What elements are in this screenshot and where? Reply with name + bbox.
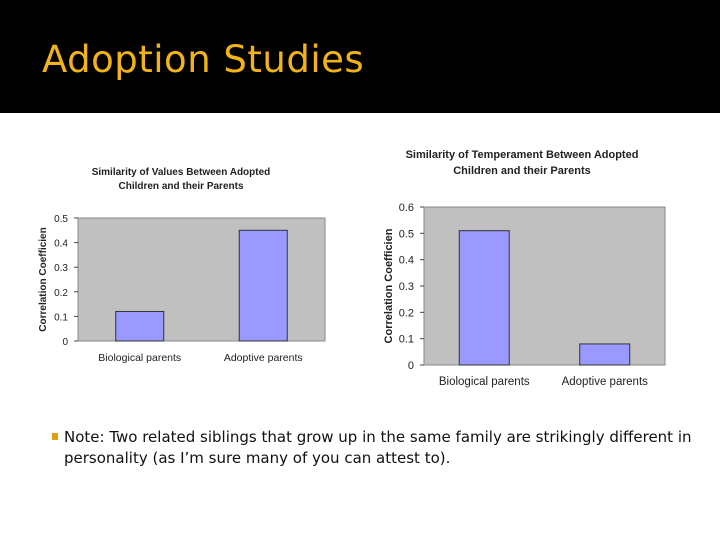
x-category-label: Biological parents: [98, 352, 181, 364]
y-axis-label: Correlation Coefficien: [38, 227, 49, 331]
chart-title-line: Children and their Parents: [118, 181, 243, 192]
values-chart-svg: Similarity of Values Between Adopted Chil…: [38, 167, 326, 364]
note: Note: Two related siblings that grow up …: [52, 427, 714, 469]
y-tick-label: 0.4: [54, 239, 68, 250]
temperament-chart-svg: Similarity of Temperament Between Adopte…: [383, 149, 666, 388]
y-tick-label: 0: [408, 360, 414, 372]
chart-title-line: Similarity of Values Between Adopted: [92, 167, 271, 178]
chart-title-line: Similarity of Temperament Between Adopte…: [406, 149, 639, 161]
y-tick-label: 0.2: [54, 288, 68, 299]
x-category-label: Adoptive parents: [224, 352, 303, 364]
note-text: Note: Two related siblings that grow up …: [64, 428, 692, 467]
y-tick-label: 0.6: [399, 202, 414, 214]
bullet-icon: [52, 433, 58, 440]
chart-title-line: Children and their Parents: [453, 165, 591, 177]
y-tick-label: 0.3: [54, 263, 68, 274]
y-tick-label: 0: [62, 337, 68, 348]
slide-title: Adoption Studies: [42, 38, 365, 81]
plot-area: [77, 217, 326, 342]
y-tick-label: 0.4: [399, 255, 414, 267]
y-axis-label: Correlation Coefficien: [383, 228, 395, 343]
bar: [238, 229, 288, 342]
x-category-label: Adoptive parents: [562, 376, 649, 388]
y-tick-label: 0.2: [399, 307, 414, 319]
y-tick-label: 0.1: [399, 334, 414, 346]
bar: [115, 310, 165, 342]
y-tick-label: 0.1: [54, 312, 68, 323]
content-panel: Similarity of Values Between Adopted Chil…: [0, 113, 720, 540]
temperament-chart: Similarity of Temperament Between Adopte…: [374, 143, 704, 398]
y-tick-label: 0.3: [399, 281, 414, 293]
y-tick-label: 0.5: [399, 228, 414, 240]
bar: [458, 230, 510, 366]
values-chart: Similarity of Values Between Adopted Chil…: [36, 161, 346, 371]
y-tick-label: 0.5: [54, 214, 68, 225]
bar: [579, 343, 631, 366]
x-category-label: Biological parents: [439, 376, 530, 388]
